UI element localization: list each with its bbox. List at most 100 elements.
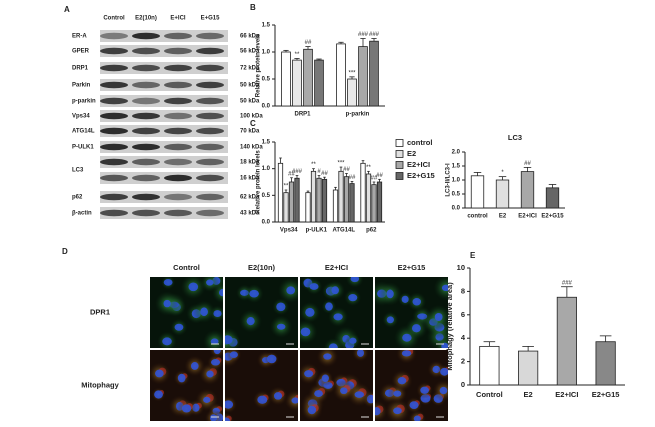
nucleus <box>393 390 402 397</box>
blot-band <box>132 143 160 151</box>
x-tick-label: E2 <box>524 390 533 399</box>
bar <box>349 183 355 223</box>
y-tick-label: 1.5 <box>262 140 271 146</box>
nucleus <box>203 396 211 403</box>
blot-strip <box>100 191 228 203</box>
bar <box>358 46 368 107</box>
panel-label: C <box>250 119 256 128</box>
nucleus <box>162 337 172 346</box>
bar <box>281 51 291 107</box>
blot-band <box>100 112 128 120</box>
nucleus <box>420 386 429 394</box>
y-tick-label: 10 <box>457 263 465 272</box>
nucleus <box>257 395 268 404</box>
nucleus <box>206 370 214 378</box>
micrograph-content <box>300 350 373 421</box>
nucleus <box>328 343 338 348</box>
significance-label: ** <box>311 162 316 168</box>
blot-band <box>132 47 160 55</box>
significance-label: ** <box>366 165 371 171</box>
kda-label: 140 kDa <box>240 145 263 151</box>
blot-band <box>164 81 192 89</box>
blot-band <box>132 127 160 135</box>
x-tick-label: E2+G15 <box>592 390 620 399</box>
bar <box>305 192 311 223</box>
nucleus <box>206 279 214 286</box>
significance-label: ### <box>292 169 303 175</box>
micrograph <box>300 350 373 421</box>
blot-band <box>100 32 128 40</box>
column-header: E2+G15 <box>398 263 426 272</box>
nucleus <box>213 350 221 355</box>
kda-label: 18 kDa <box>240 160 260 166</box>
bar <box>595 341 616 386</box>
nucleus <box>225 335 233 345</box>
nucleus <box>409 401 419 410</box>
nucleus <box>200 307 208 317</box>
kda-label: 66 kDa <box>240 34 260 40</box>
blot-band <box>196 64 224 72</box>
kda-label: 43 kDa <box>240 211 260 217</box>
panel-label: A <box>64 5 70 14</box>
nucleus <box>181 404 192 413</box>
nucleus <box>331 286 339 295</box>
nucleus <box>325 302 333 311</box>
nucleus <box>441 284 448 292</box>
x-tick-label: Control <box>476 390 503 399</box>
nucleus <box>210 338 219 345</box>
kda-label: 50 kDa <box>240 83 260 89</box>
bar <box>479 345 500 386</box>
cell-body <box>284 389 298 412</box>
nucleus <box>401 350 412 357</box>
nucleus <box>229 351 238 359</box>
nucleus <box>174 323 184 331</box>
protein-label: β-actin <box>72 211 92 217</box>
bar <box>556 296 577 386</box>
y-axis-label: Mitophagy (relative area) <box>445 282 454 371</box>
bar <box>332 189 339 223</box>
protein-label: ER-A <box>72 34 87 40</box>
nucleus <box>213 310 222 317</box>
micrograph <box>150 350 223 421</box>
significance-label: ## <box>288 171 295 177</box>
nucleus <box>354 391 364 398</box>
blot-band <box>132 158 160 166</box>
legend-swatch <box>395 139 404 147</box>
nucleus <box>276 302 286 312</box>
bar <box>292 59 302 107</box>
bar <box>277 162 284 223</box>
blot-band <box>132 174 160 182</box>
column-header: E+G15 <box>201 16 221 22</box>
x-tick-label: p62 <box>366 228 377 234</box>
micrograph-content <box>150 350 223 421</box>
blot-band <box>164 174 192 182</box>
blot-band <box>132 193 160 201</box>
nucleus <box>291 397 298 404</box>
y-tick-label: 1.5 <box>262 23 271 29</box>
blot-band <box>132 32 160 40</box>
bar <box>288 181 295 223</box>
nucleus <box>273 392 283 400</box>
micrograph <box>300 277 373 348</box>
blot-band <box>196 143 224 151</box>
bar <box>520 171 535 209</box>
legend-label: E2 <box>407 149 416 158</box>
micrograph <box>375 277 448 348</box>
nucleus <box>356 350 365 357</box>
x-tick-label: p-ULK1 <box>306 228 328 234</box>
nucleus <box>188 282 199 292</box>
protein-label: Vps34 <box>72 114 90 120</box>
kda-label: 50 kDa <box>240 99 260 105</box>
nucleus <box>154 390 163 399</box>
legend-swatch <box>395 172 404 180</box>
bar <box>294 177 300 223</box>
blot-band <box>196 81 224 89</box>
blot-band <box>164 47 192 55</box>
nucleus <box>333 313 343 321</box>
significance-label: * <box>501 170 504 176</box>
nucleus <box>209 414 218 421</box>
column-header: E2(10n) <box>248 263 276 272</box>
bar <box>283 192 289 223</box>
nucleus <box>375 407 381 416</box>
nucleus <box>393 407 402 415</box>
